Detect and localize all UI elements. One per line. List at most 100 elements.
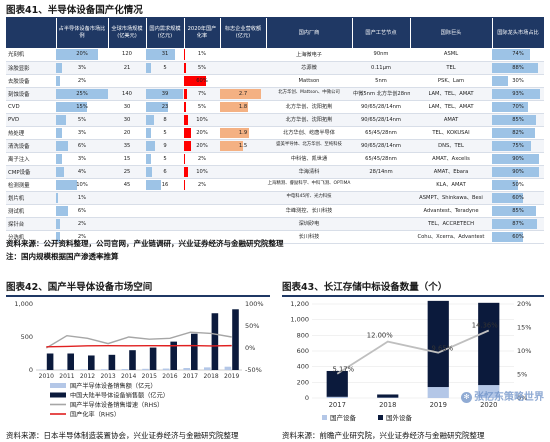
header-cell: 标志企业营收额(亿元)	[220, 18, 267, 48]
fig43-title: 图表43、长江存储中标设备数量（个）	[282, 282, 448, 293]
y2-tick-label: 100%	[245, 300, 264, 308]
domestic-demand-cell: 39	[146, 87, 184, 101]
intl-leader-cell: AMAT	[410, 113, 492, 127]
leader-share-cell-bar	[492, 114, 537, 125]
process-node-cell: 中微5nm 北方华创28nm	[352, 87, 410, 101]
market-share-cell-value: 6%	[77, 142, 87, 149]
bar-foreign-equipment	[326, 370, 348, 397]
global-market-cell: 15	[108, 152, 146, 166]
global-market-cell	[108, 204, 146, 218]
y-tick-label: 0	[29, 366, 33, 374]
process-node-cell: 90/65/28/14nm	[352, 139, 410, 153]
revenue-cell-value: 1.9	[238, 129, 248, 136]
bar-domestic-equipment	[326, 396, 348, 398]
legend-swatch	[378, 415, 383, 420]
revenue-cell-value: 1.5	[238, 142, 248, 149]
leader-share-cell-bar	[492, 179, 518, 190]
leader-share-cell: 74%	[492, 48, 544, 62]
table-row: 测试机 6% 华峰测控、长川科技 Advantest、Teradyne 85%	[6, 204, 544, 218]
localization-rate-cell-value: 7%	[197, 90, 207, 97]
localization-rate-cell-bar	[184, 75, 206, 86]
localization-rate-cell-bar	[184, 114, 188, 125]
rate-data-label: 12.00%	[367, 332, 393, 340]
domestic-vendor-cell: 上海微电子	[266, 48, 352, 62]
localization-rate-cell-bar	[184, 179, 185, 190]
table-row: PVD 5% 30 8 10% 北方华创、沈阳拓荆 90/65/28/14nm AMAT 85%	[6, 113, 544, 127]
domestic-demand-cell-value	[146, 218, 184, 230]
domestic-vendor-cell: 芯源微	[266, 61, 352, 75]
domestic-demand-cell	[146, 217, 184, 231]
fig43-source: 资料来源：前瞻产业研究院，兴业证券经济与金融研究院整理	[282, 431, 485, 440]
market-share-cell-bar	[56, 140, 69, 151]
revenue-cell	[220, 74, 266, 88]
market-share-cell-bar	[56, 127, 63, 138]
localization-rate-cell-value: 20%	[196, 129, 208, 136]
domestic-vendor-cell: 上海精测、睿励科学、中科飞测、OPTIMA	[266, 178, 352, 192]
header-cell: 全球市场规模(亿美元)	[108, 18, 147, 48]
domestic-demand-cell-value: 23	[161, 103, 169, 110]
localization-rate-cell-value: 10%	[196, 168, 208, 175]
intl-leader-cell: DNS、TEL	[410, 139, 492, 153]
leader-share-cell-bar	[492, 127, 535, 138]
intl-leader-cell: TEL	[410, 61, 492, 75]
leader-share-cell-value: 74%	[512, 51, 524, 58]
domestic-demand-cell-value	[146, 205, 184, 217]
market-share-cell-bar	[56, 205, 69, 216]
equipment-name: 清洗设备	[6, 139, 56, 153]
localization-rate-cell-bar	[184, 153, 185, 164]
leader-share-cell-value: 60%	[512, 233, 524, 240]
global-market-cell	[108, 217, 146, 231]
header-cell: 占半导体设备市场比例	[56, 18, 109, 48]
revenue-cell	[220, 217, 266, 231]
revenue-cell-value	[220, 114, 266, 126]
market-share-cell: 2%	[56, 74, 108, 88]
revenue-cell	[220, 191, 266, 205]
table-row: 涂胶显影 3% 21 5 5% 芯源微 0.11μm TEL 88%	[6, 61, 544, 75]
y2-tick-label: 5%	[517, 371, 527, 379]
y-tick-label: 800	[297, 331, 309, 339]
localization-rate-cell-value: 5%	[197, 64, 207, 71]
market-share-cell-bar	[56, 153, 63, 164]
table-row: 分选机 2% 长川科技 Cohu、Xcerra、Advantest 60%	[6, 230, 544, 244]
bar-china-sales	[46, 353, 54, 370]
domestic-demand-cell-value	[146, 75, 184, 87]
leader-share-cell-bar	[492, 192, 524, 203]
revenue-cell-value: 1.8	[238, 103, 248, 110]
domestic-demand-cell-bar	[146, 127, 151, 138]
market-share-cell: 5%	[56, 113, 108, 127]
localization-rate-cell: 5%	[184, 61, 220, 75]
y2-tick-label: -50%	[245, 366, 262, 374]
domestic-vendor-cell: 华海清科	[266, 165, 352, 179]
leader-share-cell-bar	[492, 101, 529, 112]
global-market-cell: 25	[108, 165, 146, 179]
revenue-cell-value	[220, 75, 266, 87]
bar-domestic-sales	[204, 367, 211, 370]
bar-china-sales	[211, 313, 219, 370]
line-localization-rate	[336, 329, 490, 375]
table-row: 探针台 2% 深圳矽电 TEL、ACCRETECH 87%	[6, 217, 544, 231]
header-cell: 2020年国产化率	[184, 18, 221, 48]
header-cell: 国产工艺节点	[352, 18, 411, 48]
revenue-cell-bar	[220, 88, 262, 99]
revenue-cell	[220, 230, 266, 244]
leader-share-cell-bar	[492, 205, 537, 216]
global-market-cell	[108, 230, 146, 244]
fig42-title-rule	[6, 295, 270, 297]
x-tick-label: 2016	[162, 373, 177, 380]
watermark-text: 张忆东策略世界	[474, 392, 544, 403]
leader-share-cell-value: 70%	[512, 103, 524, 110]
market-share-cell-value: 4%	[77, 168, 87, 175]
revenue-cell: 2.7	[220, 87, 266, 101]
bar-domestic-sales	[59, 369, 67, 370]
leader-share-cell: 90%	[492, 165, 544, 179]
leader-share-cell: 50%	[492, 178, 544, 192]
intl-leader-cell: AMAT、Axcelis	[410, 152, 492, 166]
domestic-vendor-cell: 北方华创、沈阳拓荆	[266, 100, 352, 114]
domestic-demand-cell: 5	[146, 152, 184, 166]
market-share-cell-bar	[56, 62, 63, 73]
process-node-cell: 65/45/28nm	[352, 152, 410, 166]
global-market-cell: 45	[108, 178, 146, 192]
intl-leader-cell: ASMPT、Shinkawa、Besi	[410, 191, 492, 205]
market-share-cell: 3%	[56, 61, 108, 75]
bar-china-sales	[232, 309, 239, 370]
